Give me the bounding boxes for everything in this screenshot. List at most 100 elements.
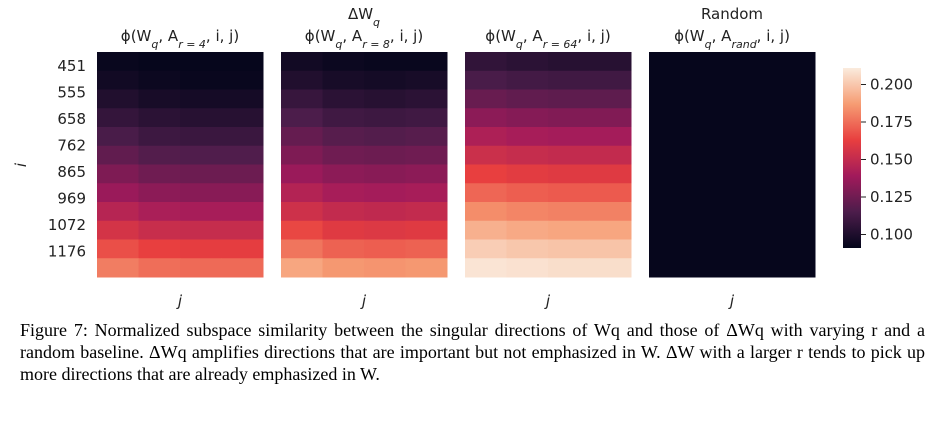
heatmap-cell [548, 89, 590, 109]
heatmap-cell [773, 108, 816, 128]
heatmap-cell [97, 127, 139, 147]
y-tick-label: 1072 [48, 216, 86, 234]
heatmap-cell [221, 145, 264, 165]
heatmap-cell [773, 202, 816, 222]
heatmap-cell [690, 202, 733, 222]
heatmap-cell [180, 164, 222, 184]
title-part: r = 64 [543, 38, 578, 51]
heatmap-cell [732, 89, 774, 109]
heatmap-cell [221, 108, 264, 128]
title-part: q [705, 38, 712, 51]
heatmap-cell [180, 89, 222, 109]
heatmap-cell [465, 52, 507, 72]
heatmap-cell [773, 127, 816, 147]
heatmap-cell [732, 145, 774, 165]
title-part: q [335, 38, 342, 51]
heatmap-cell [405, 52, 448, 72]
heatmap-cell [589, 70, 632, 90]
heatmap-cell [180, 183, 222, 203]
heatmap-cell [506, 239, 549, 259]
heatmap-cell [548, 220, 590, 240]
heatmap-cell [180, 108, 222, 128]
heatmap-cell [732, 183, 774, 203]
heatmap-cell [281, 164, 323, 184]
heatmap-cell [405, 183, 448, 203]
colorbar [843, 68, 861, 248]
heatmap-cell [465, 239, 507, 259]
title-part: Random [701, 5, 763, 23]
y-tick-label: 555 [57, 84, 86, 102]
heatmap-cell [281, 220, 323, 240]
heatmap-cell [138, 70, 181, 90]
heatmap-cell [732, 202, 774, 222]
panel-title: ϕ(Wq, Ar = 8, i, j) [305, 27, 423, 51]
heatmap-cell [506, 89, 549, 109]
title-part: ϕ(W [485, 27, 516, 45]
heatmap-cell [138, 239, 181, 259]
heatmap-cell [364, 220, 406, 240]
heatmap-cell [322, 145, 365, 165]
heatmap-cell [405, 89, 448, 109]
heatmap-cell [281, 70, 323, 90]
heatmap-cell [405, 258, 448, 278]
heatmap-cell [180, 52, 222, 72]
heatmap-cell [589, 89, 632, 109]
heatmap-cell [548, 145, 590, 165]
heatmap-cell [180, 258, 222, 278]
heatmap-cell [732, 164, 774, 184]
heatmap-cell [506, 220, 549, 240]
heatmap-cell [322, 183, 365, 203]
heatmap-cell [405, 164, 448, 184]
heatmap-cell [649, 108, 691, 128]
x-axis-label: j [176, 292, 183, 310]
heatmap-cell [221, 164, 264, 184]
title-part: , A [158, 27, 179, 45]
heatmap-cell [548, 183, 590, 203]
heatmap-cell [548, 164, 590, 184]
heatmap-cell [548, 239, 590, 259]
title-part: ϕ(W [305, 27, 336, 45]
y-axis-label: i [12, 162, 30, 167]
heatmap-cell [138, 220, 181, 240]
heatmap-cell [364, 183, 406, 203]
heatmap-cell [405, 108, 448, 128]
heatmap-cell [773, 258, 816, 278]
heatmap-cell [221, 127, 264, 147]
figure-caption: Figure 7: Normalized subspace similarity… [20, 320, 925, 384]
heatmap-cell [322, 164, 365, 184]
heatmap-cell [322, 239, 365, 259]
heatmap-cell [405, 220, 448, 240]
heatmap-cell [364, 108, 406, 128]
heatmap-cell [649, 220, 691, 240]
heatmap-cell [506, 127, 549, 147]
heatmap-cell [364, 70, 406, 90]
heatmap-cell [322, 127, 365, 147]
heatmap-cell [773, 164, 816, 184]
y-tick-label: 658 [57, 110, 86, 128]
heatmap-cell [506, 108, 549, 128]
x-axis-label: j [544, 292, 551, 310]
heatmap-cell [548, 70, 590, 90]
colorbar-tick-label: 0.175 [870, 113, 913, 131]
heatmap-cell [506, 258, 549, 278]
heatmap-cell [465, 70, 507, 90]
heatmap-cell [221, 239, 264, 259]
title-part: r = 4 [178, 38, 206, 51]
heatmap-cell [548, 258, 590, 278]
heatmap-cell [322, 108, 365, 128]
title-part: q [373, 16, 380, 29]
heatmap-cell [690, 127, 733, 147]
heatmap-cell [732, 108, 774, 128]
heatmap-cell [364, 52, 406, 72]
heatmap-cell [465, 183, 507, 203]
heatmap-cell [281, 258, 323, 278]
heatmap-cell [138, 183, 181, 203]
panel-title: ϕ(Wq, Arand, i, j) [674, 27, 790, 51]
heatmap-cell [364, 127, 406, 147]
heatmap-cell [690, 183, 733, 203]
heatmap-cell [649, 145, 691, 165]
heatmap-cell [364, 145, 406, 165]
heatmap-cell [97, 108, 139, 128]
heatmap-cell [364, 239, 406, 259]
